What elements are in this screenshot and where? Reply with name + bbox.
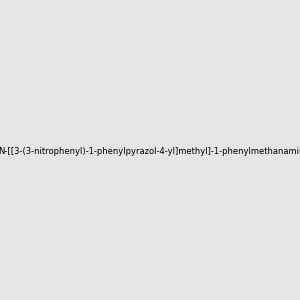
Text: N-[[3-(3-nitrophenyl)-1-phenylpyrazol-4-yl]methyl]-1-phenylmethanamine: N-[[3-(3-nitrophenyl)-1-phenylpyrazol-4-… bbox=[0, 147, 300, 156]
